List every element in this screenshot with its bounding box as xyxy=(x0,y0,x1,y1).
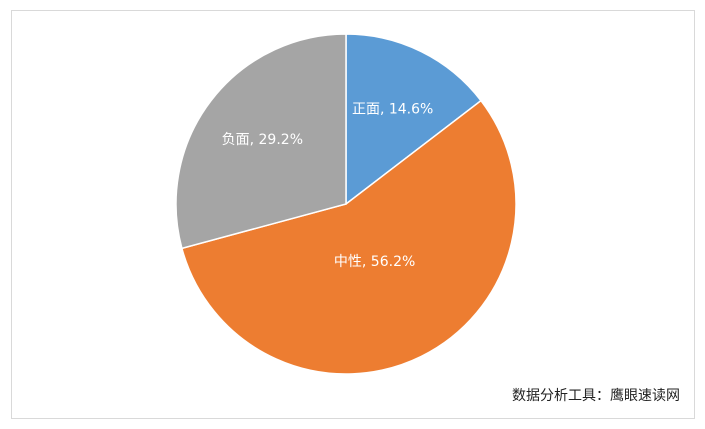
pie-slice xyxy=(175,33,347,250)
data-label: 负面, 29.2% xyxy=(222,132,303,148)
pie xyxy=(175,33,517,375)
source-note: 数据分析工具：鹰眼速读网 xyxy=(512,387,680,404)
data-label: 正面, 14.6% xyxy=(352,101,433,117)
pie-slice xyxy=(345,33,483,206)
data-label: 中性, 56.2% xyxy=(334,254,415,270)
pie-slice xyxy=(180,99,517,375)
